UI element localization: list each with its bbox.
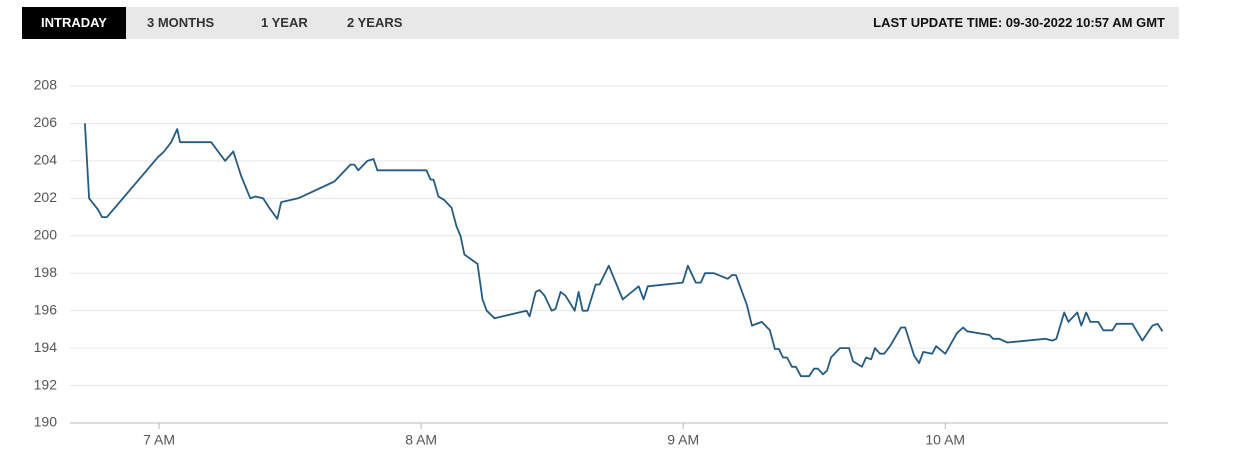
x-tick-label: 8 AM [405, 432, 437, 448]
tab[interactable]: 3 MONTHS [147, 15, 215, 30]
y-tick-label: 204 [34, 152, 58, 168]
y-tick-label: 200 [34, 226, 58, 242]
last-update: LAST UPDATE TIME: 09-30-2022 10:57 AM GM… [873, 15, 1165, 30]
y-tick-label: 208 [34, 77, 58, 93]
tab[interactable]: 2 YEARS [347, 15, 403, 30]
y-tick-label: 192 [34, 376, 58, 392]
tab[interactable]: INTRADAY [22, 7, 126, 39]
y-tick-label: 202 [34, 189, 58, 205]
y-tick-label: 196 [34, 301, 58, 317]
x-tick-label: 9 AM [667, 432, 699, 448]
y-tick-label: 206 [34, 114, 58, 130]
price-line [84, 123, 1164, 378]
x-tick-label: 10 AM [925, 432, 965, 448]
x-tick-label: 7 AM [143, 432, 175, 448]
tab[interactable]: 1 YEAR [261, 15, 308, 30]
y-tick-label: 190 [34, 414, 58, 430]
tab-bar: INTRADAY 3 MONTHS 1 YEAR 2 YEARS LAST UP… [22, 7, 1179, 39]
y-tick-label: 194 [34, 339, 58, 355]
y-tick-label: 198 [34, 264, 58, 280]
